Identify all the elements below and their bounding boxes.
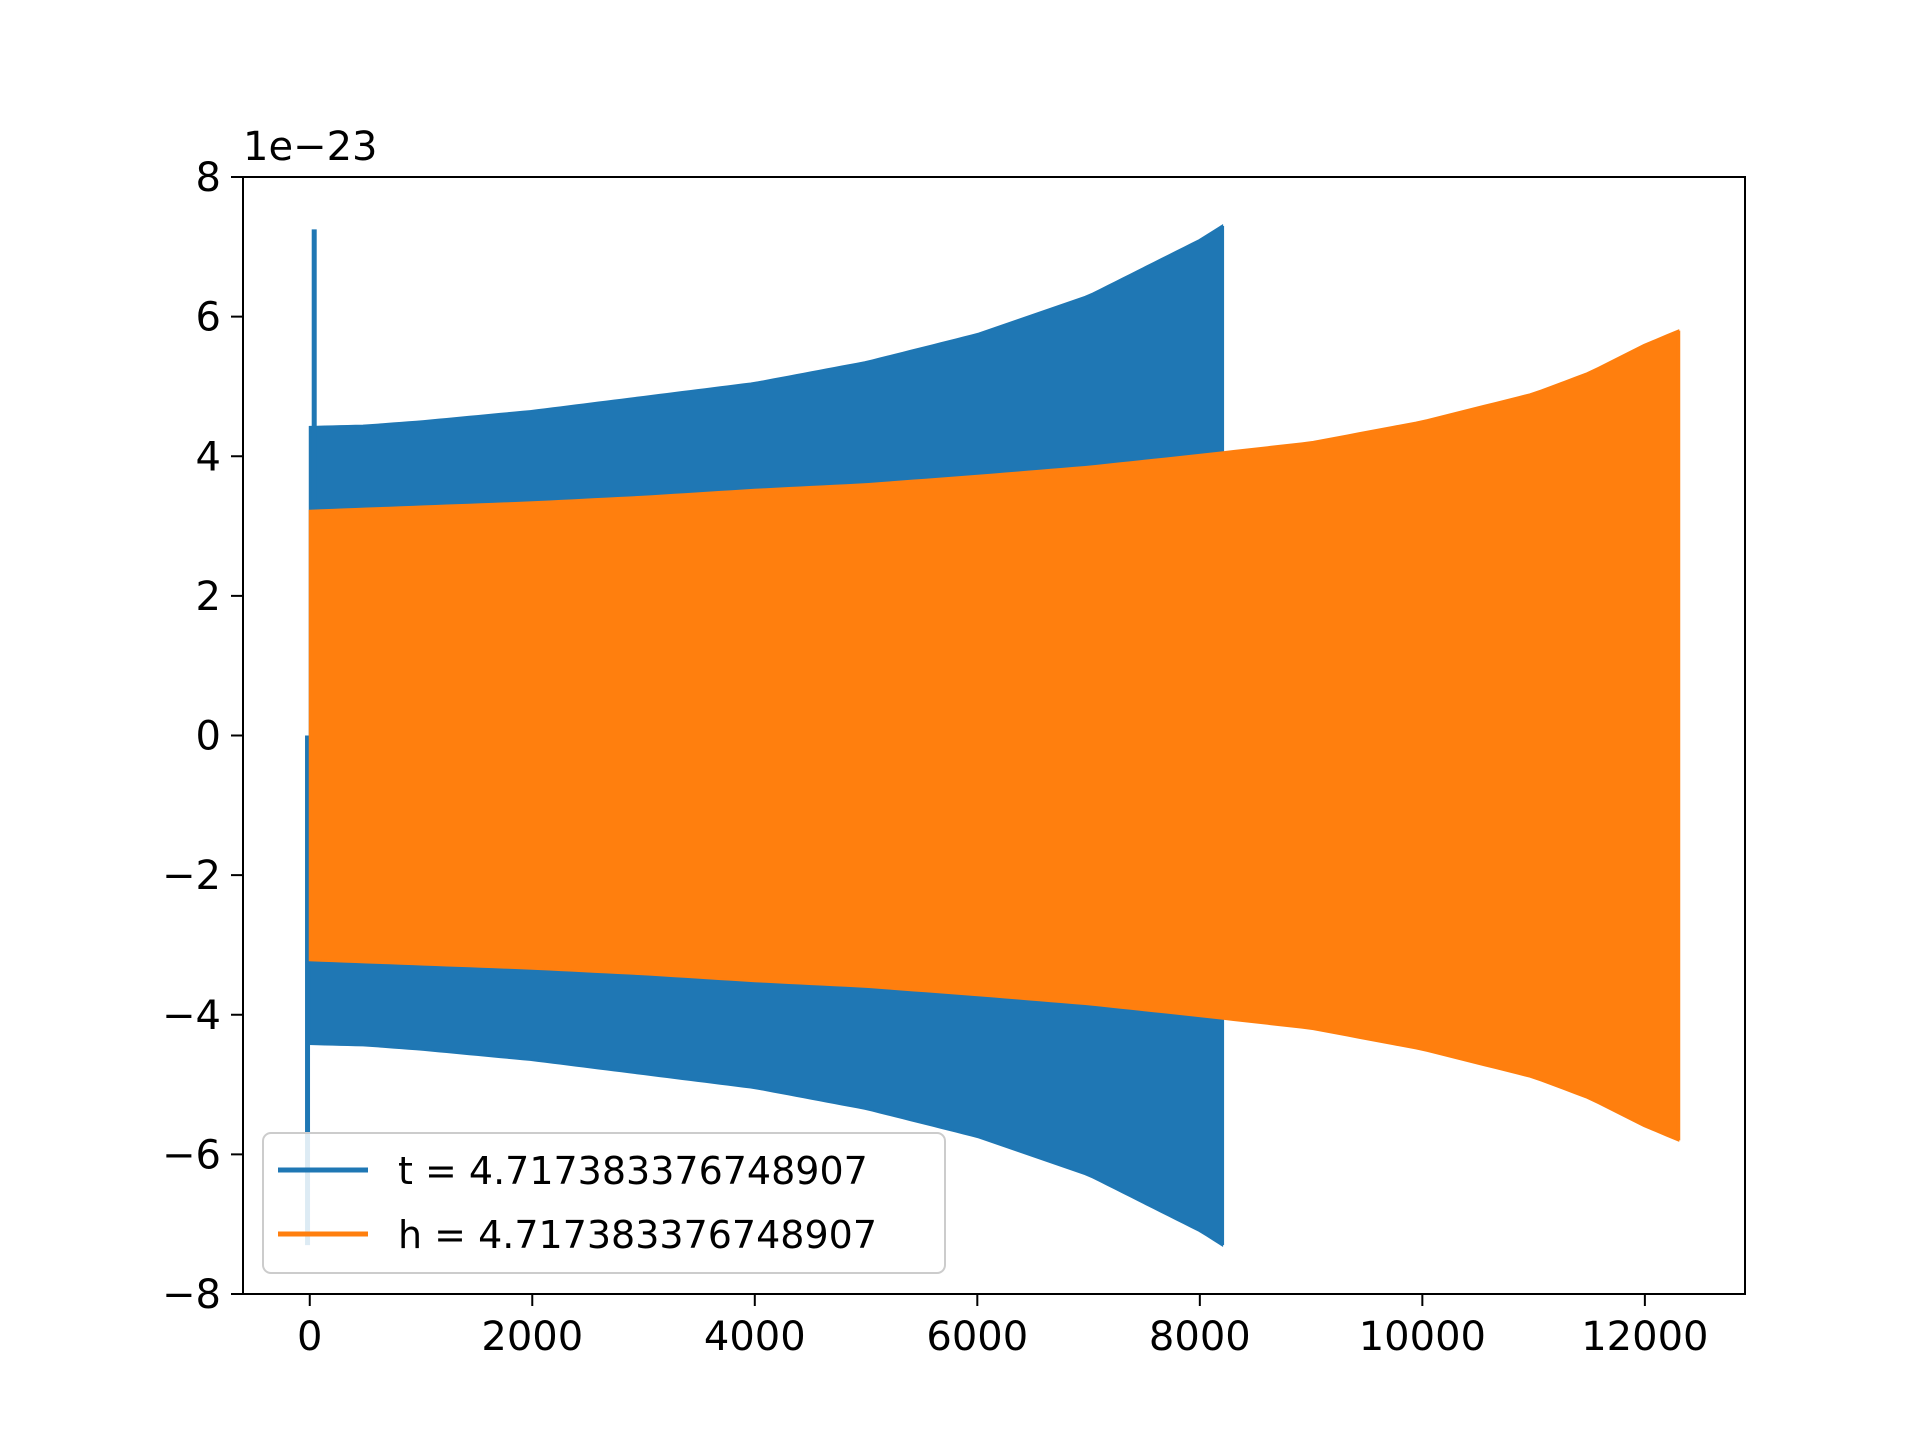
x-tick-label: 6000 [926,1314,1028,1360]
x-tick-label: 12000 [1581,1314,1708,1360]
x-axis: 0 2000 4000 6000 8000 10000 12000 [297,1294,1708,1360]
y-axis: −8 −6 −4 −2 0 2 4 6 8 [162,155,243,1318]
y-tick-label: 0 [196,714,221,760]
series-layer [305,224,1681,1247]
y-tick-label: 6 [196,295,221,341]
legend-label-series-1: t = 4.717383376748907 [398,1149,868,1193]
y-tick-label: 8 [196,155,221,201]
y-tick-label: 2 [196,574,221,620]
legend-label-series-2: h = 4.717383376748907 [398,1213,877,1257]
y-tick-label: −6 [162,1132,221,1178]
y-tick-label: −8 [162,1272,221,1318]
y-tick-label: −4 [162,993,221,1039]
x-tick-label: 8000 [1149,1314,1251,1360]
y-tick-label: 4 [196,434,221,480]
x-tick-label: 4000 [704,1314,806,1360]
legend-box [262,1132,946,1274]
x-tick-label: 2000 [481,1314,583,1360]
x-tick-label: 0 [297,1314,322,1360]
y-tick-label: −2 [162,853,221,899]
x-tick-label: 10000 [1359,1314,1486,1360]
y-offset-label: 1e−23 [243,124,377,170]
legend: t = 4.717383376748907 h = 4.717383376748… [262,1132,946,1274]
